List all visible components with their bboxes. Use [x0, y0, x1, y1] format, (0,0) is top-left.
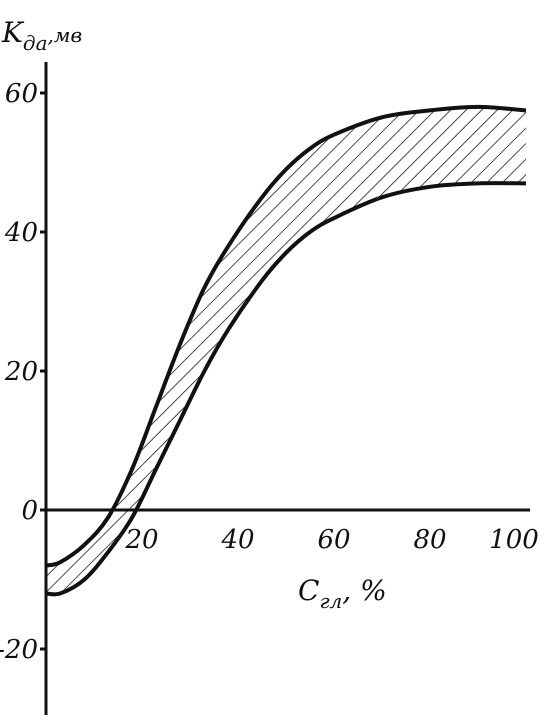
band-area — [46, 106, 526, 595]
y-tick-marks — [40, 91, 46, 651]
y-tick-labels: 60 40 20 0 -20 — [0, 79, 38, 665]
x-tick-label: 80 — [413, 525, 446, 555]
y-axis-title: Kда,мв — [1, 16, 82, 55]
x-axis-title: Cгл, % — [298, 574, 387, 613]
x-tick-label: 40 — [220, 525, 254, 555]
upper-curve — [45, 104, 527, 568]
x-tick-label: 20 — [124, 525, 158, 555]
y-tick-label: 20 — [4, 357, 38, 387]
y-tick-label: 60 — [5, 79, 38, 109]
x-tick-label: 100 — [489, 525, 539, 555]
lower-curve — [45, 181, 527, 597]
y-tick-label: 0 — [21, 496, 38, 526]
y-tick-label: 40 — [4, 218, 38, 248]
y-tick-label: -20 — [0, 635, 38, 665]
x-tick-labels: 20 40 60 80 100 — [124, 525, 538, 555]
x-tick-label: 60 — [317, 525, 350, 555]
